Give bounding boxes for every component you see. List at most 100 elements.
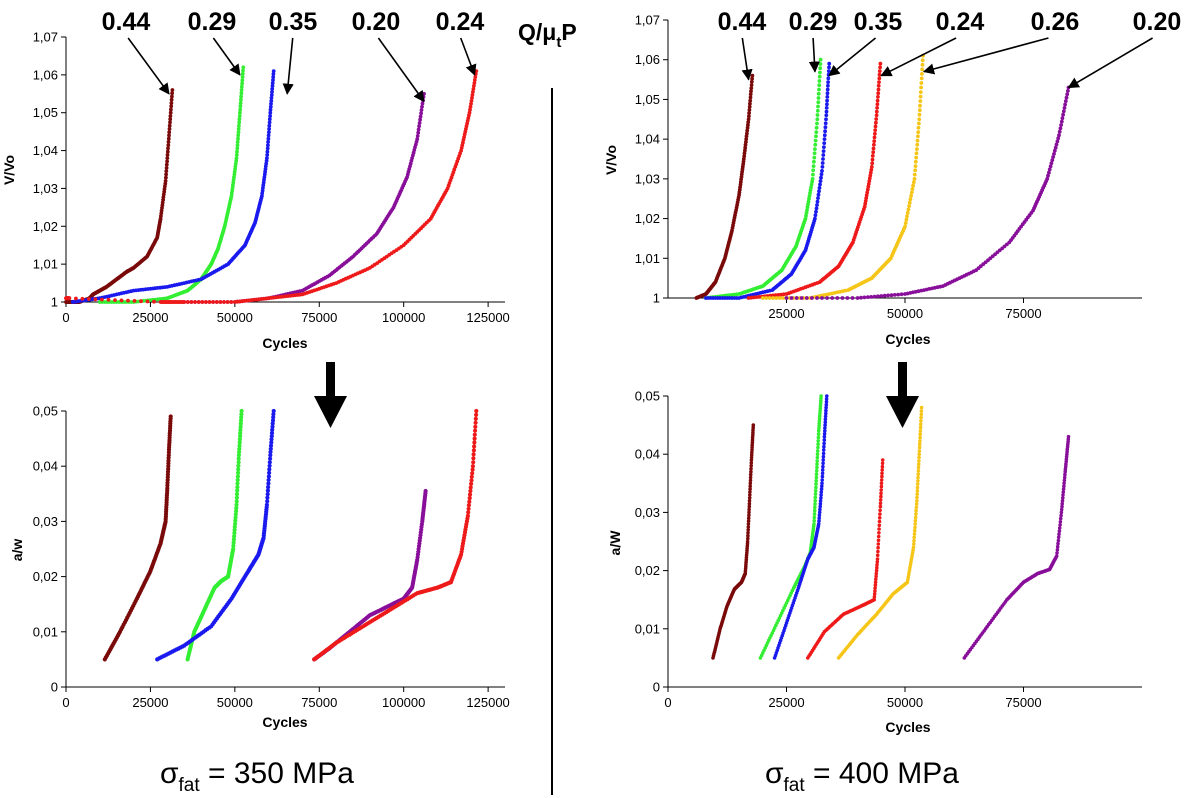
series-0-20	[962, 434, 1071, 660]
data-point	[903, 224, 907, 229]
data-point	[468, 485, 473, 490]
data-point	[821, 454, 826, 459]
data-point	[1062, 475, 1067, 480]
data-point	[820, 471, 825, 476]
data-point	[238, 434, 243, 439]
data-point	[880, 474, 884, 479]
data-point	[916, 479, 920, 483]
data-point	[822, 432, 827, 436]
chart-top-right: 1 1,01 1,02 1,03 1,04 1,05 1,06 1,07 25000 50000 7…	[603, 8, 1181, 347]
data-point	[820, 484, 824, 489]
data-point	[269, 440, 274, 445]
data-point	[905, 214, 909, 219]
data-point	[236, 126, 241, 131]
data-point	[813, 505, 817, 510]
q-ratio-label: 0.24	[936, 8, 985, 36]
data-point	[807, 194, 812, 198]
data-point	[472, 81, 477, 85]
data-point	[469, 98, 474, 103]
data-point	[912, 528, 917, 533]
data-point	[870, 157, 875, 162]
data-point	[866, 184, 871, 189]
data-point	[880, 458, 885, 462]
data-point	[865, 190, 870, 195]
series-0-35	[70, 69, 276, 304]
data-point	[1057, 526, 1062, 530]
data-point	[1060, 501, 1064, 506]
data-point	[468, 488, 473, 494]
data-point	[741, 157, 746, 161]
data-point	[235, 488, 240, 493]
data-point	[235, 481, 240, 486]
data-point	[878, 498, 883, 502]
data-point	[812, 512, 817, 516]
data-point	[232, 531, 237, 536]
data-point	[864, 193, 869, 198]
data-point	[877, 531, 881, 535]
data-point	[911, 180, 916, 185]
data-point	[1051, 155, 1055, 159]
data-point	[1061, 109, 1066, 114]
series-0-29	[185, 408, 244, 662]
data-point	[914, 512, 918, 516]
data-point	[748, 92, 753, 97]
data-point	[794, 296, 799, 300]
data-point	[816, 445, 820, 450]
data-point	[748, 472, 753, 477]
data-point	[747, 501, 752, 506]
data-point	[472, 84, 476, 88]
data-point	[470, 467, 475, 472]
q-ratio-label: 0.35	[854, 8, 903, 36]
data-point	[234, 499, 239, 504]
data-point	[749, 467, 753, 471]
data-point	[236, 456, 241, 461]
data-point	[268, 104, 273, 109]
q-ratio-label: 0.29	[789, 8, 838, 36]
data-point	[878, 512, 882, 516]
data-point	[810, 177, 815, 181]
data-point	[868, 170, 873, 175]
series-0-44	[64, 88, 175, 304]
series-0-44	[711, 423, 756, 660]
data-point	[880, 468, 884, 472]
data-point	[239, 88, 244, 92]
data-point	[877, 76, 882, 81]
data-point	[905, 211, 910, 215]
data-point	[1059, 507, 1064, 512]
data-point	[818, 66, 823, 71]
data-point	[820, 165, 825, 169]
data-point	[471, 452, 476, 457]
data-point	[422, 91, 426, 96]
data-point	[1056, 535, 1061, 540]
data-point	[873, 589, 877, 593]
data-point	[232, 528, 237, 533]
data-point	[749, 461, 754, 465]
data-point	[876, 83, 881, 88]
data-point	[745, 125, 750, 130]
data-point	[469, 481, 474, 486]
stress-caption-400: σfat = 400 MPa	[765, 757, 959, 796]
data-point	[845, 296, 850, 300]
data-point	[268, 453, 273, 458]
data-point	[876, 538, 881, 543]
data-point	[265, 153, 270, 157]
data-point	[879, 484, 884, 489]
data-point	[873, 583, 878, 587]
data-point	[915, 147, 919, 152]
data-point	[824, 109, 829, 114]
data-point	[266, 474, 271, 479]
data-point	[265, 495, 270, 500]
data-point	[814, 475, 819, 480]
data-point	[816, 104, 820, 109]
y-tick-label: 1,03	[635, 171, 660, 186]
x-axis-label: Cycles	[262, 714, 307, 730]
data-point	[1055, 139, 1060, 144]
y-tick-label: 1,04	[635, 132, 660, 147]
data-point	[872, 597, 876, 602]
data-point	[873, 580, 878, 584]
data-point	[747, 504, 752, 509]
data-point	[465, 513, 470, 519]
data-point	[748, 490, 752, 494]
data-point	[818, 182, 822, 187]
data-point	[817, 516, 821, 520]
